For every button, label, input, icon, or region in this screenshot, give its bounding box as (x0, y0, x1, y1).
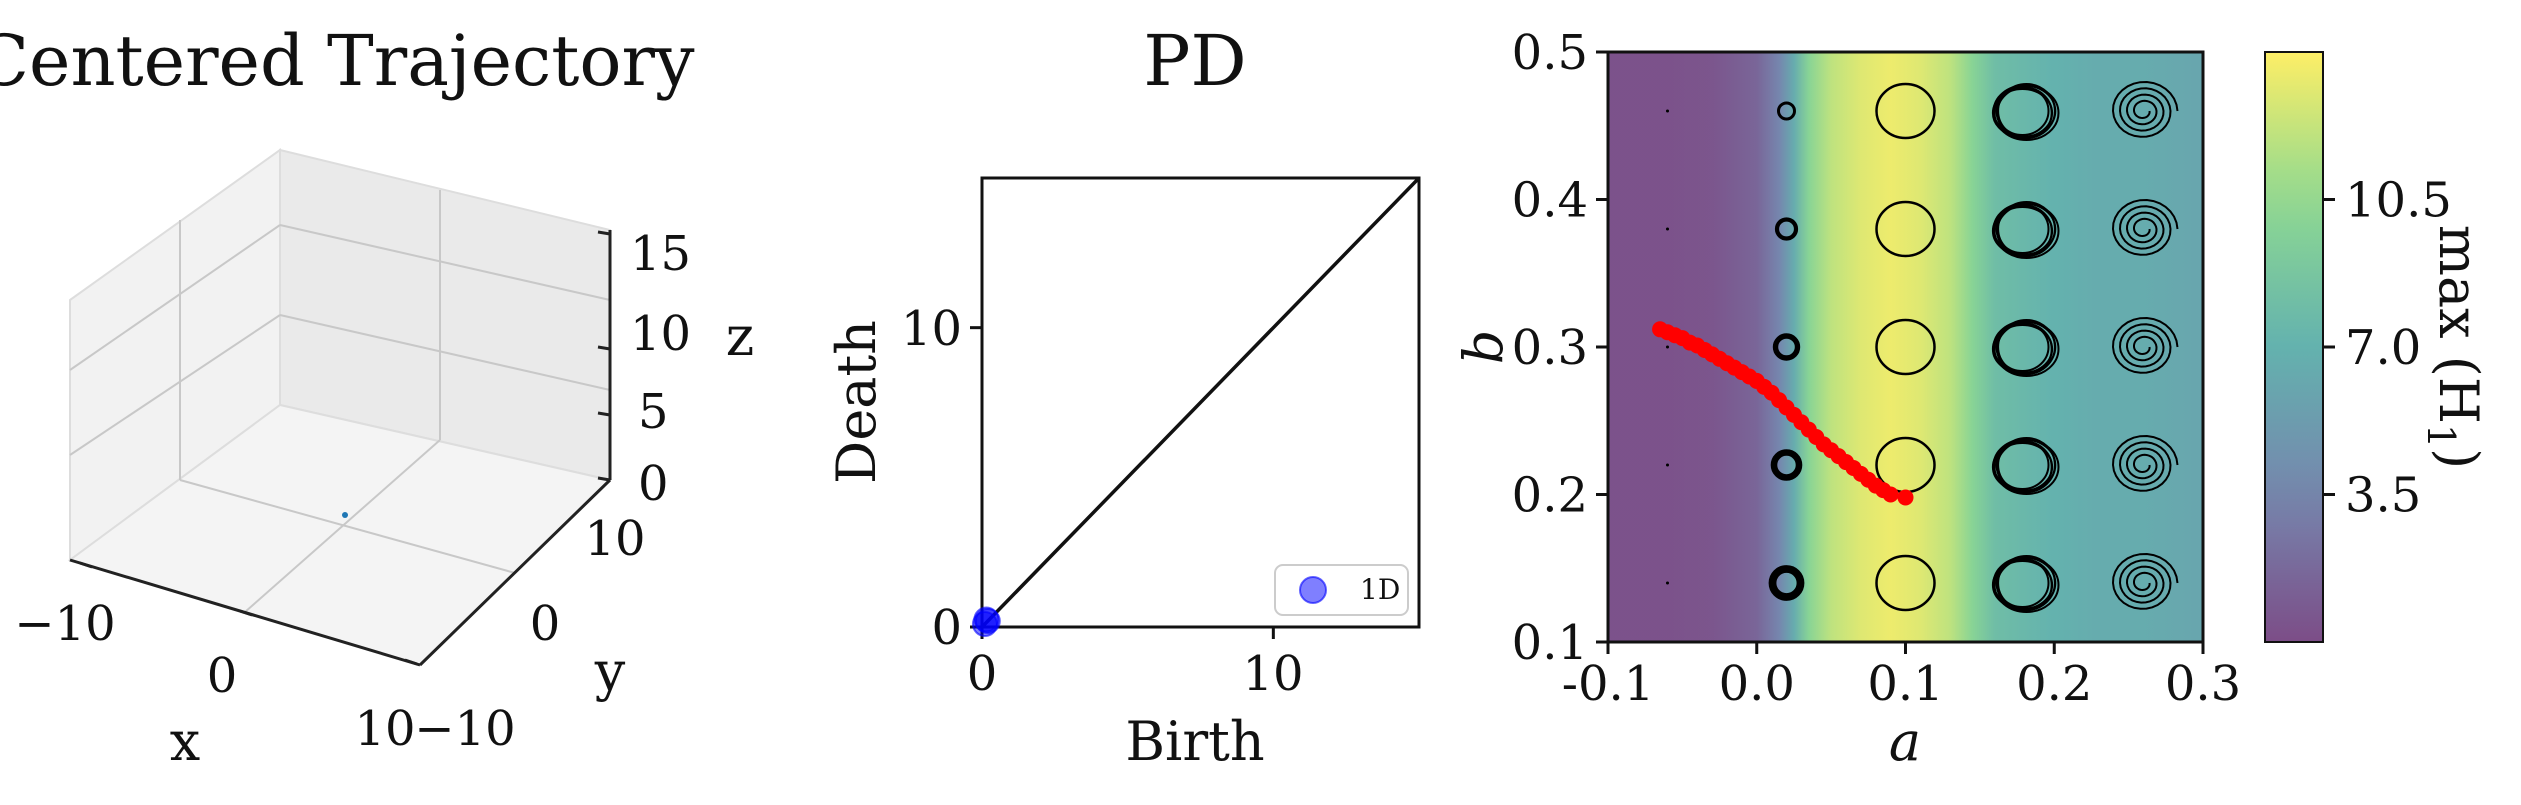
y-tick-label: 10 (584, 511, 645, 567)
trajectory-inset (1666, 581, 1669, 585)
heatmap-y-tick-label: 0.5 (1512, 25, 1588, 81)
heatmap-x-tick-label: 0.3 (2165, 656, 2241, 712)
trajectory-inset (1770, 449, 1803, 481)
z-tick-label: 15 (630, 226, 691, 282)
colorbar-tick-label: 3.5 (2345, 468, 2421, 524)
trajectory-inset (1777, 101, 1796, 121)
trajectory-inset (1991, 555, 2060, 613)
heatmap-y-axis-label: b (1452, 330, 1515, 365)
pd-x-axis-label: Birth (1125, 710, 1264, 773)
colorbar-label: max (H1) (2419, 225, 2490, 469)
pd-marks (970, 176, 1421, 639)
x-tick-label: 0 (207, 648, 238, 704)
red-path-point (1882, 486, 1899, 503)
heatmap-y-tick-label: 0.1 (1512, 615, 1588, 671)
trajectory-inset (1991, 201, 2060, 259)
trajectory-inset (1875, 200, 1936, 258)
heatmap-y-tick-label: 0.3 (1512, 320, 1588, 376)
grid-3d (69, 190, 611, 613)
legend-marker-1d (1299, 576, 1327, 604)
red-path (1652, 321, 1914, 506)
pd-y-axis-label: Death (825, 320, 888, 484)
pd-y-tick-label: 0 (931, 600, 962, 656)
y-tick-label: −10 (414, 701, 515, 757)
panel-heatmap: -0.1 0.0 0.1 0.2 0.3 0.1 0.2 0.3 0.4 0.5 a b 3.5 7… (1452, 25, 2490, 773)
trajectory-inset (1991, 437, 2060, 495)
colorbar-ticks: 3.5 7.0 10.5 (2323, 173, 2452, 524)
red-path-point (1897, 489, 1914, 506)
z-axis-label: z (726, 305, 754, 368)
pd-point (973, 606, 1000, 633)
trajectory-inset (1666, 345, 1669, 349)
x-tick-label: −10 (14, 596, 115, 652)
title-pd: PD (1143, 20, 1246, 102)
trajectory-inset (2111, 552, 2179, 610)
y-axis-label: y (594, 640, 626, 703)
pd-legend: 1D (1274, 564, 1409, 616)
heatmap-axes: -0.1 0.0 0.1 0.2 0.3 0.1 0.2 0.3 0.4 0.5 (1512, 25, 2242, 712)
z-tick-label: 10 (630, 306, 691, 362)
colorbar (2264, 51, 2324, 643)
trajectory-inset (1666, 109, 1669, 113)
x-tick-label: 10 (354, 701, 415, 757)
trajectory-inset (1991, 319, 2060, 377)
trajectory-inset (1875, 82, 1936, 140)
pd-diagonal (980, 176, 1421, 629)
z-tick-label: 0 (638, 456, 669, 512)
heatmap-x-axis-label: a (1889, 710, 1921, 773)
x-ticks-3d (79, 561, 418, 666)
trajectory-inset (1666, 227, 1669, 231)
heatmap-x-tick-label: 0.2 (2016, 656, 2092, 712)
trajectory-inset (2111, 316, 2179, 374)
heatmap-y-tick-label: 0.2 (1512, 468, 1588, 524)
colorbar-tick-label: 10.5 (2345, 173, 2452, 229)
trajectory-inset (1666, 463, 1669, 467)
z-tick-label: 5 (638, 384, 669, 440)
heatmap-y-tick-label: 0.4 (1512, 173, 1588, 229)
heatmap-x-tick-label: 0.0 (1719, 656, 1795, 712)
legend-label-1d: 1D (1360, 573, 1400, 606)
heatmap-x-tick-label: -0.1 (1562, 656, 1655, 712)
trajectory-point (342, 512, 348, 518)
trajectory-inset (2111, 198, 2179, 256)
title-3d: Centered Trajectory (0, 20, 695, 102)
y-tick-label: 0 (530, 596, 561, 652)
trajectory-inset (1991, 83, 2060, 141)
colorbar-tick-label: 7.0 (2345, 320, 2421, 376)
z-ticks-3d (597, 230, 611, 482)
trajectory-inset (1875, 318, 1936, 376)
trajectory-inset (1774, 217, 1799, 241)
panel-3d: Centered Trajectory (0, 20, 754, 773)
heatmap-x-tick-label: 0.1 (1867, 656, 1943, 712)
x-axis-label: x (170, 710, 200, 773)
panel-pd: PD 0 10 0 10 Birth Death 1D (825, 20, 1421, 773)
trajectory-inset (1875, 554, 1936, 612)
trajectory-inset (2111, 434, 2179, 492)
pd-x-tick-label: 10 (1242, 646, 1303, 702)
trajectory-insets (1666, 80, 2179, 613)
pd-y-tick-label: 10 (901, 301, 962, 357)
pd-x-tick-label: 0 (967, 646, 998, 702)
trajectory-inset (1772, 333, 1801, 361)
trajectory-inset (1768, 565, 1805, 601)
trajectory-inset (2111, 80, 2179, 138)
